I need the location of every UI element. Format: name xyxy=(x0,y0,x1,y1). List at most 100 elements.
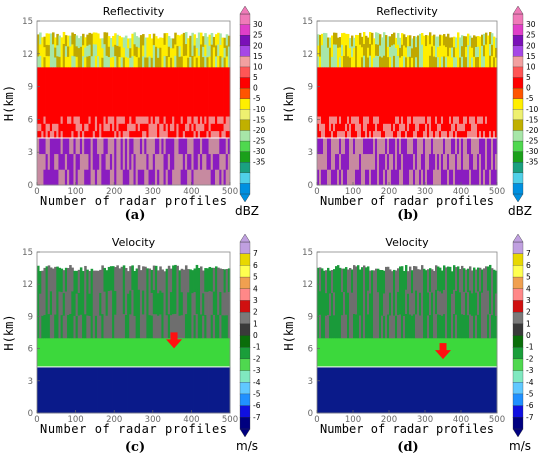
data-cell xyxy=(465,269,468,293)
data-cell xyxy=(453,265,456,290)
data-cell xyxy=(429,130,432,139)
data-cell xyxy=(161,137,164,155)
data-cell xyxy=(377,32,380,45)
data-cell xyxy=(347,130,350,139)
data-cell xyxy=(97,337,100,368)
data-cell xyxy=(493,337,496,368)
data-cell xyxy=(419,123,422,132)
data-cell xyxy=(457,130,460,139)
data-cell xyxy=(369,337,372,368)
data-cell xyxy=(351,292,354,316)
data-cell xyxy=(321,366,324,414)
data-cell xyxy=(441,130,444,139)
data-cell xyxy=(331,46,334,57)
data-cell xyxy=(210,137,214,155)
data-cell xyxy=(163,315,167,339)
data-cell xyxy=(169,314,173,339)
data-cell xyxy=(383,315,386,339)
data-cell xyxy=(483,116,486,124)
data-cell xyxy=(92,270,96,294)
data-cell xyxy=(157,57,160,68)
data-cell xyxy=(461,66,464,117)
data-layer-lower-layer xyxy=(317,366,498,414)
data-cell xyxy=(178,366,182,414)
data-cell xyxy=(62,31,66,45)
data-cell xyxy=(343,268,346,293)
data-cell xyxy=(154,289,158,315)
data-cell xyxy=(359,315,362,339)
data-cell xyxy=(487,137,490,155)
colorbar-swatch xyxy=(239,288,251,301)
data-cell xyxy=(49,267,53,292)
data-cell xyxy=(212,36,216,48)
data-cell xyxy=(363,153,366,170)
data-cell xyxy=(208,153,212,170)
data-cell xyxy=(202,123,205,132)
data-cell xyxy=(427,123,430,132)
data-cell xyxy=(399,266,402,291)
data-cell xyxy=(154,46,158,58)
data-cell xyxy=(473,66,476,117)
colorbar-swatch xyxy=(512,183,524,195)
data-cell xyxy=(142,130,145,139)
data-cell xyxy=(219,33,222,45)
data-cell xyxy=(114,290,117,315)
data-cell xyxy=(197,137,201,155)
data-cell xyxy=(395,315,398,339)
data-cell xyxy=(377,44,380,56)
data-cell xyxy=(433,293,436,316)
data-cell xyxy=(383,43,386,56)
data-cell xyxy=(178,35,182,47)
data-cell xyxy=(393,315,396,339)
data-cell xyxy=(397,291,400,316)
data-cell xyxy=(105,55,109,68)
data-cell xyxy=(223,366,227,414)
data-cell xyxy=(485,66,488,117)
data-cell xyxy=(64,314,68,339)
data-cell xyxy=(465,123,468,132)
data-cell xyxy=(159,57,162,68)
data-cell xyxy=(367,66,370,117)
data-cell xyxy=(423,153,426,170)
colorbar-tick-label: 0 xyxy=(253,331,258,340)
y-tick-label: 0 xyxy=(308,181,313,191)
data-cell xyxy=(487,116,490,124)
data-cell xyxy=(41,123,44,132)
data-cell xyxy=(84,137,87,155)
data-cell xyxy=(69,169,72,186)
data-cell xyxy=(449,314,452,339)
data-cell xyxy=(487,153,490,170)
data-cell xyxy=(479,337,482,368)
data-cell xyxy=(387,66,390,117)
data-cell xyxy=(395,116,398,124)
data-cell xyxy=(189,130,192,139)
data-cell xyxy=(225,137,229,155)
data-cell xyxy=(441,169,444,186)
data-cell xyxy=(369,43,372,56)
data-cell xyxy=(139,169,143,186)
data-cell xyxy=(54,37,57,48)
data-cell xyxy=(105,292,109,316)
data-cell xyxy=(212,56,216,68)
data-cell xyxy=(135,56,139,68)
colorbar-swatch xyxy=(512,151,524,163)
data-cell xyxy=(411,292,414,316)
colorbar-swatch xyxy=(512,66,524,78)
data-cell xyxy=(94,169,98,186)
data-cell xyxy=(361,123,364,132)
data-cell xyxy=(391,366,394,414)
plot-frame xyxy=(316,20,498,186)
data-cell xyxy=(82,137,85,155)
data-cell xyxy=(176,45,179,57)
data-cell xyxy=(339,169,342,186)
data-cell xyxy=(58,314,61,339)
data-cell xyxy=(339,267,342,292)
data-cell xyxy=(369,315,372,339)
data-cell xyxy=(159,116,162,124)
data-cell xyxy=(473,153,476,170)
colorbar-tick-label: -10 xyxy=(253,105,265,114)
data-cell xyxy=(367,130,370,139)
data-cell xyxy=(481,66,484,117)
data-cell xyxy=(359,292,362,316)
data-cell xyxy=(371,315,374,339)
